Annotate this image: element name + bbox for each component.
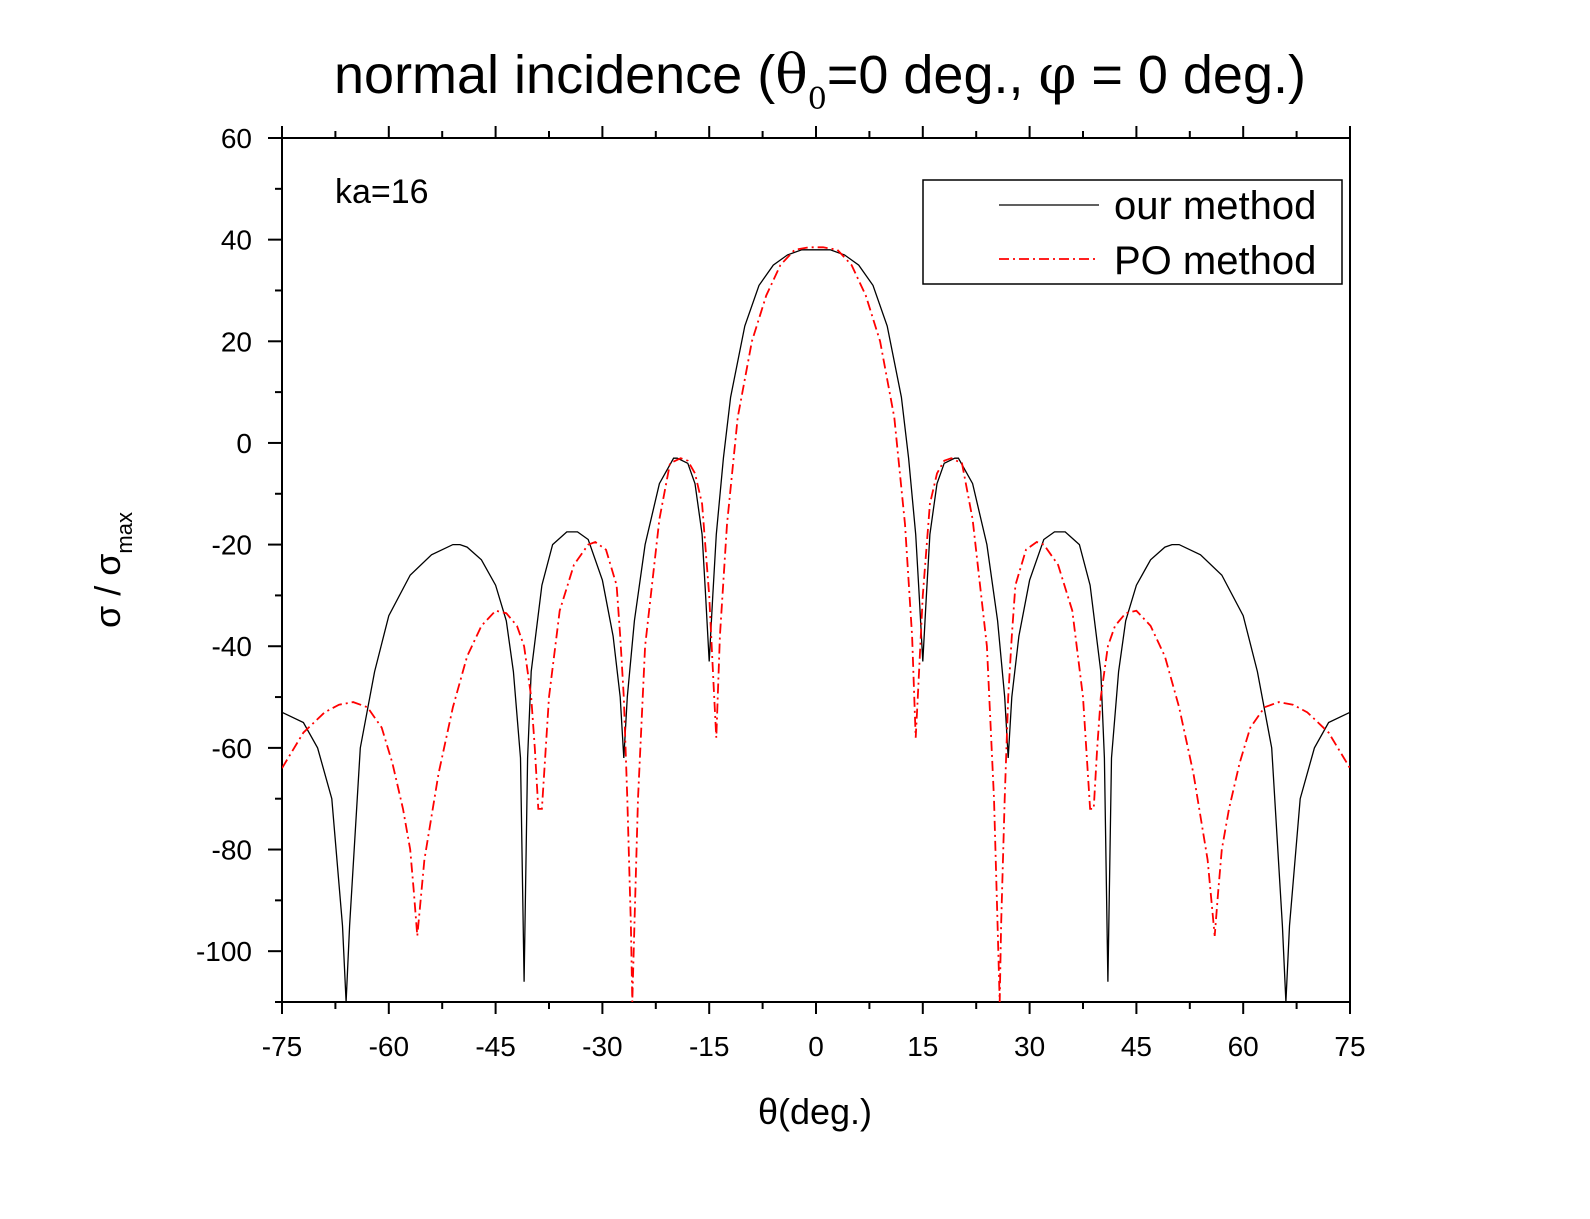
legend-label-our-method: our method (1114, 184, 1316, 228)
y-tick-label: 40 (221, 225, 252, 256)
legend-label-po-method: PO method (1114, 239, 1316, 283)
chart-title: normal incidence (θ0=0 deg., φ = 0 deg.) (334, 43, 1306, 117)
legend: our method PO method (922, 179, 1343, 285)
series-po-method-line (282, 246, 1350, 1002)
x-tick-label: 0 (808, 1031, 824, 1062)
x-tick-label: -75 (262, 1031, 302, 1062)
y-tick-label: -40 (212, 631, 252, 662)
x-tick-label: 75 (1334, 1031, 1365, 1062)
y-tick-label: -20 (212, 530, 252, 561)
y-tick-label: 0 (236, 428, 252, 459)
legend-box (922, 179, 1343, 285)
ka-annotation: ka=16 (335, 173, 429, 211)
x-tick-label: -60 (369, 1031, 409, 1062)
series-our-method-line (282, 249, 1350, 1002)
x-axis-label: θ(deg.) (758, 1091, 872, 1132)
x-tick-label: -30 (582, 1031, 622, 1062)
y-tick-label: 20 (221, 326, 252, 357)
ticks (268, 126, 1351, 1014)
y-tick-label: 60 (221, 123, 252, 154)
y-tick-label: -80 (212, 835, 252, 866)
y-tick-label: -60 (212, 733, 252, 764)
x-tick-label: 15 (907, 1031, 938, 1062)
y-tick-label: -100 (196, 936, 252, 967)
x-tick-label: -15 (689, 1031, 729, 1062)
y-axis-label: σ / σmax (87, 512, 137, 628)
x-tick-label: 45 (1121, 1031, 1152, 1062)
x-tick-label: 30 (1014, 1031, 1045, 1062)
tick-labels: -75 -60 -45 -30 -15 0 15 30 45 60 75 60 40 20 0 -20 -40 -… (196, 123, 1366, 1062)
x-tick-label: -45 (475, 1031, 515, 1062)
x-tick-label: 60 (1228, 1031, 1259, 1062)
